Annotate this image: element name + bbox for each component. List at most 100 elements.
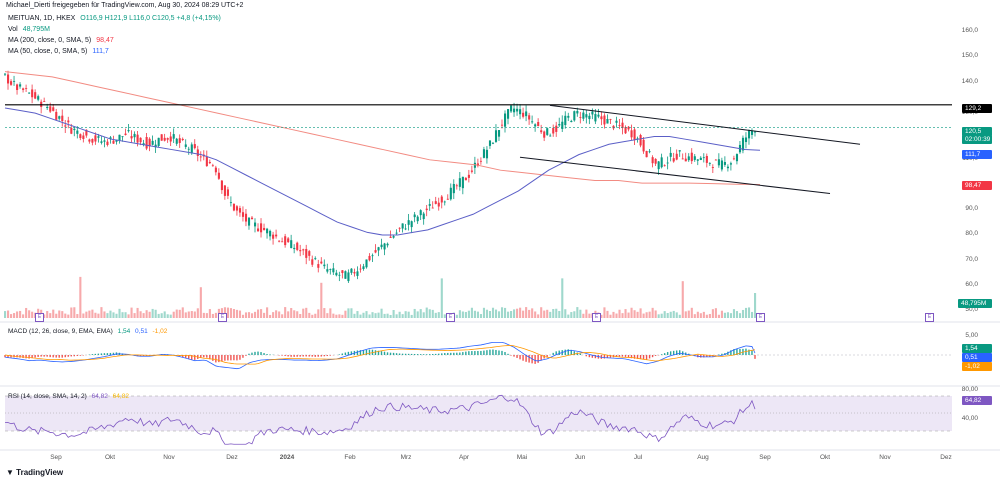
candle-body	[482, 149, 486, 158]
candle-body	[136, 134, 139, 143]
macd-histogram-bar	[558, 350, 560, 355]
macd-histogram-bar	[419, 354, 422, 355]
macd-histogram-bar	[709, 355, 711, 357]
earnings-marker[interactable]: E	[756, 313, 765, 322]
macd-histogram-bar	[594, 355, 597, 359]
volume-bar	[257, 309, 260, 318]
macd-histogram-bar	[395, 353, 398, 355]
candle-body	[690, 152, 693, 162]
volume-bar	[163, 311, 166, 318]
candle-body	[525, 111, 528, 117]
candle-body	[543, 131, 546, 138]
ma50-line	[4, 107, 761, 236]
candle-body	[163, 137, 166, 141]
macd-histogram-bar	[341, 353, 344, 355]
rsi-name[interactable]: RSI (14, close, SMA, 14, 2)	[8, 393, 87, 400]
macd-histogram-bar	[338, 354, 341, 355]
volume-label[interactable]: Vol	[8, 26, 18, 33]
candle-body	[359, 268, 362, 270]
volume-bar	[232, 309, 236, 318]
earnings-marker[interactable]: E	[218, 313, 227, 322]
volume-value: 48,795M	[22, 26, 50, 33]
rsi-legend: RSI (14, close, SMA, 14, 2) 64,82 64,82	[8, 393, 129, 400]
candle-body	[175, 138, 178, 144]
macd-histogram-bar	[94, 353, 97, 355]
volume-bar	[660, 313, 663, 318]
volume-bar	[404, 311, 407, 318]
candle-body	[299, 250, 302, 252]
candle-body	[335, 272, 338, 276]
candle-body	[13, 80, 16, 82]
volume-bar	[287, 311, 290, 318]
symbol-label[interactable]: MEITUAN, 1D, HKEX	[8, 15, 76, 22]
volume-bar	[437, 312, 440, 318]
candle-body	[458, 178, 461, 187]
earnings-marker[interactable]: E	[592, 313, 601, 322]
candle-body	[600, 116, 603, 120]
ma50-label[interactable]: MA (50, close, 0, SMA, 5)	[8, 48, 88, 55]
volume-bar	[118, 308, 121, 318]
macd-histogram-bar	[477, 350, 479, 355]
macd-histogram-bar	[447, 352, 449, 355]
candle-body	[621, 122, 624, 129]
macd-histogram-bar	[296, 355, 298, 357]
candle-body	[422, 213, 425, 220]
volume-bar	[576, 307, 579, 318]
volume-bar	[344, 310, 347, 318]
macd-histogram-bar	[651, 355, 654, 358]
candle-body	[389, 236, 392, 238]
volume-bar	[507, 311, 510, 318]
earnings-marker[interactable]: E	[446, 313, 455, 322]
candle-body	[648, 151, 651, 153]
candle-body	[464, 177, 467, 181]
level-badge: 129,2	[962, 104, 992, 113]
macd-histogram-bar	[748, 349, 750, 355]
volume-bar	[570, 312, 573, 318]
earnings-marker[interactable]: E	[925, 313, 934, 322]
candle-body	[434, 201, 437, 204]
volume-bar	[558, 310, 561, 318]
ma200-label[interactable]: MA (200, close, 0, SMA, 5)	[8, 37, 92, 44]
candle-body	[576, 110, 579, 114]
volume-bar	[543, 310, 546, 318]
candle-body	[555, 125, 558, 132]
volume-bar	[609, 314, 612, 318]
volume-bar	[82, 313, 85, 318]
candle-body	[750, 130, 754, 135]
candle-body	[374, 250, 377, 253]
macd-histogram-bar	[666, 352, 669, 355]
legend-symbol-row: MEITUAN, 1D, HKEX O116,9 H121,9 L116,0 C…	[8, 15, 221, 22]
volume-bar	[546, 309, 549, 318]
candle-body	[181, 138, 184, 140]
macd-name[interactable]: MACD (12, 26, close, 9, EMA, EMA)	[8, 328, 113, 335]
macd-histogram-bar	[516, 355, 518, 358]
macd-histogram-bar	[456, 352, 458, 355]
volume-bar	[314, 313, 317, 318]
macd-histogram-bar	[537, 355, 539, 363]
macd-histogram-bar	[254, 351, 256, 355]
volume-bar	[320, 282, 323, 318]
macd-histogram-bar	[28, 355, 30, 359]
candle-body	[732, 158, 736, 160]
candle-body	[329, 269, 332, 270]
tradingview-logo[interactable]: ▼ TradingView	[6, 468, 63, 477]
volume-bar	[422, 312, 425, 318]
macd-histogram-bar	[377, 350, 380, 355]
macd-histogram-bar	[672, 350, 675, 355]
candle-body	[413, 214, 416, 218]
volume-bar	[16, 311, 19, 318]
macd-histogram-bar	[79, 355, 82, 356]
rsi-tick: 80,00	[961, 386, 978, 393]
channel-lower-line	[519, 156, 831, 195]
macd-histogram-bar	[621, 355, 624, 357]
volume-bar	[296, 311, 299, 318]
volume-bar	[750, 311, 754, 318]
macd-histogram-bar	[350, 351, 353, 355]
volume-bar	[247, 312, 251, 318]
macd-histogram-bar	[109, 352, 112, 355]
volume-bar	[235, 309, 239, 318]
macd-histogram-bar	[97, 353, 100, 355]
macd-histogram-bar	[308, 355, 310, 357]
earnings-marker[interactable]: E	[35, 313, 44, 322]
